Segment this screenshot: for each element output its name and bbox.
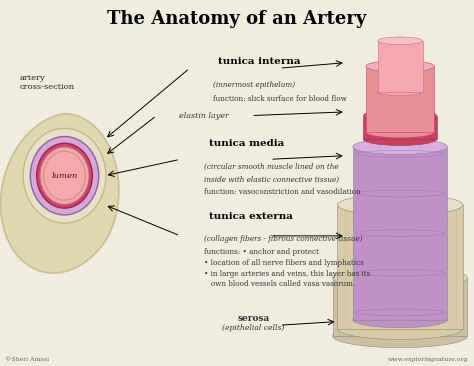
Bar bbox=[337, 205, 463, 329]
Text: functions: • anchor and protect: functions: • anchor and protect bbox=[204, 248, 319, 256]
Bar bbox=[366, 66, 434, 132]
Polygon shape bbox=[0, 114, 119, 273]
Text: The Anatomy of an Artery: The Anatomy of an Artery bbox=[107, 10, 367, 28]
Ellipse shape bbox=[337, 318, 463, 340]
Bar bbox=[364, 116, 437, 139]
Text: tunica interna: tunica interna bbox=[218, 57, 301, 66]
Text: elastin layer: elastin layer bbox=[179, 112, 229, 120]
Text: function: slick surface for blood flow: function: slick surface for blood flow bbox=[213, 95, 347, 103]
Text: • in large arteries and veins, this layer has its: • in large arteries and veins, this laye… bbox=[204, 270, 370, 278]
Text: www.exploringnature.org: www.exploringnature.org bbox=[388, 356, 469, 362]
Ellipse shape bbox=[40, 147, 89, 205]
Text: serosa: serosa bbox=[237, 314, 270, 324]
Ellipse shape bbox=[23, 128, 106, 223]
Ellipse shape bbox=[333, 325, 467, 348]
Text: tunica media: tunica media bbox=[209, 139, 284, 148]
Ellipse shape bbox=[366, 126, 434, 138]
Ellipse shape bbox=[337, 194, 463, 216]
Ellipse shape bbox=[378, 88, 422, 96]
Text: own blood vessels called vasa vasorum.: own blood vessels called vasa vasorum. bbox=[204, 280, 355, 288]
Text: artery
cross-section: artery cross-section bbox=[19, 74, 75, 91]
Ellipse shape bbox=[44, 151, 85, 200]
Ellipse shape bbox=[353, 138, 447, 154]
Bar bbox=[353, 146, 447, 320]
Bar bbox=[333, 278, 467, 336]
Ellipse shape bbox=[30, 137, 99, 215]
Ellipse shape bbox=[36, 143, 92, 208]
Ellipse shape bbox=[364, 133, 437, 145]
Ellipse shape bbox=[333, 266, 467, 289]
Ellipse shape bbox=[364, 109, 437, 122]
Text: function: vasoconstriction and vasodilation: function: vasoconstriction and vasodilat… bbox=[204, 188, 361, 196]
Text: (circular smooth muscle lined on the: (circular smooth muscle lined on the bbox=[204, 163, 338, 171]
Text: tunica externa: tunica externa bbox=[209, 212, 292, 221]
Text: (collagen fibers - fibrous connective tissue): (collagen fibers - fibrous connective ti… bbox=[204, 235, 363, 243]
Ellipse shape bbox=[378, 37, 422, 45]
Text: • location of all nerve fibers and lymphatics: • location of all nerve fibers and lymph… bbox=[204, 259, 364, 267]
Text: inside with elastic connective tissue): inside with elastic connective tissue) bbox=[204, 175, 339, 183]
Bar bbox=[378, 41, 422, 92]
Ellipse shape bbox=[353, 312, 447, 328]
Text: lumen: lumen bbox=[51, 172, 78, 180]
Text: ©Sheri Amsel: ©Sheri Amsel bbox=[5, 356, 50, 362]
Ellipse shape bbox=[366, 60, 434, 72]
Text: (innermost epithelum): (innermost epithelum) bbox=[213, 81, 295, 89]
Text: (epithelial cells): (epithelial cells) bbox=[222, 325, 285, 332]
